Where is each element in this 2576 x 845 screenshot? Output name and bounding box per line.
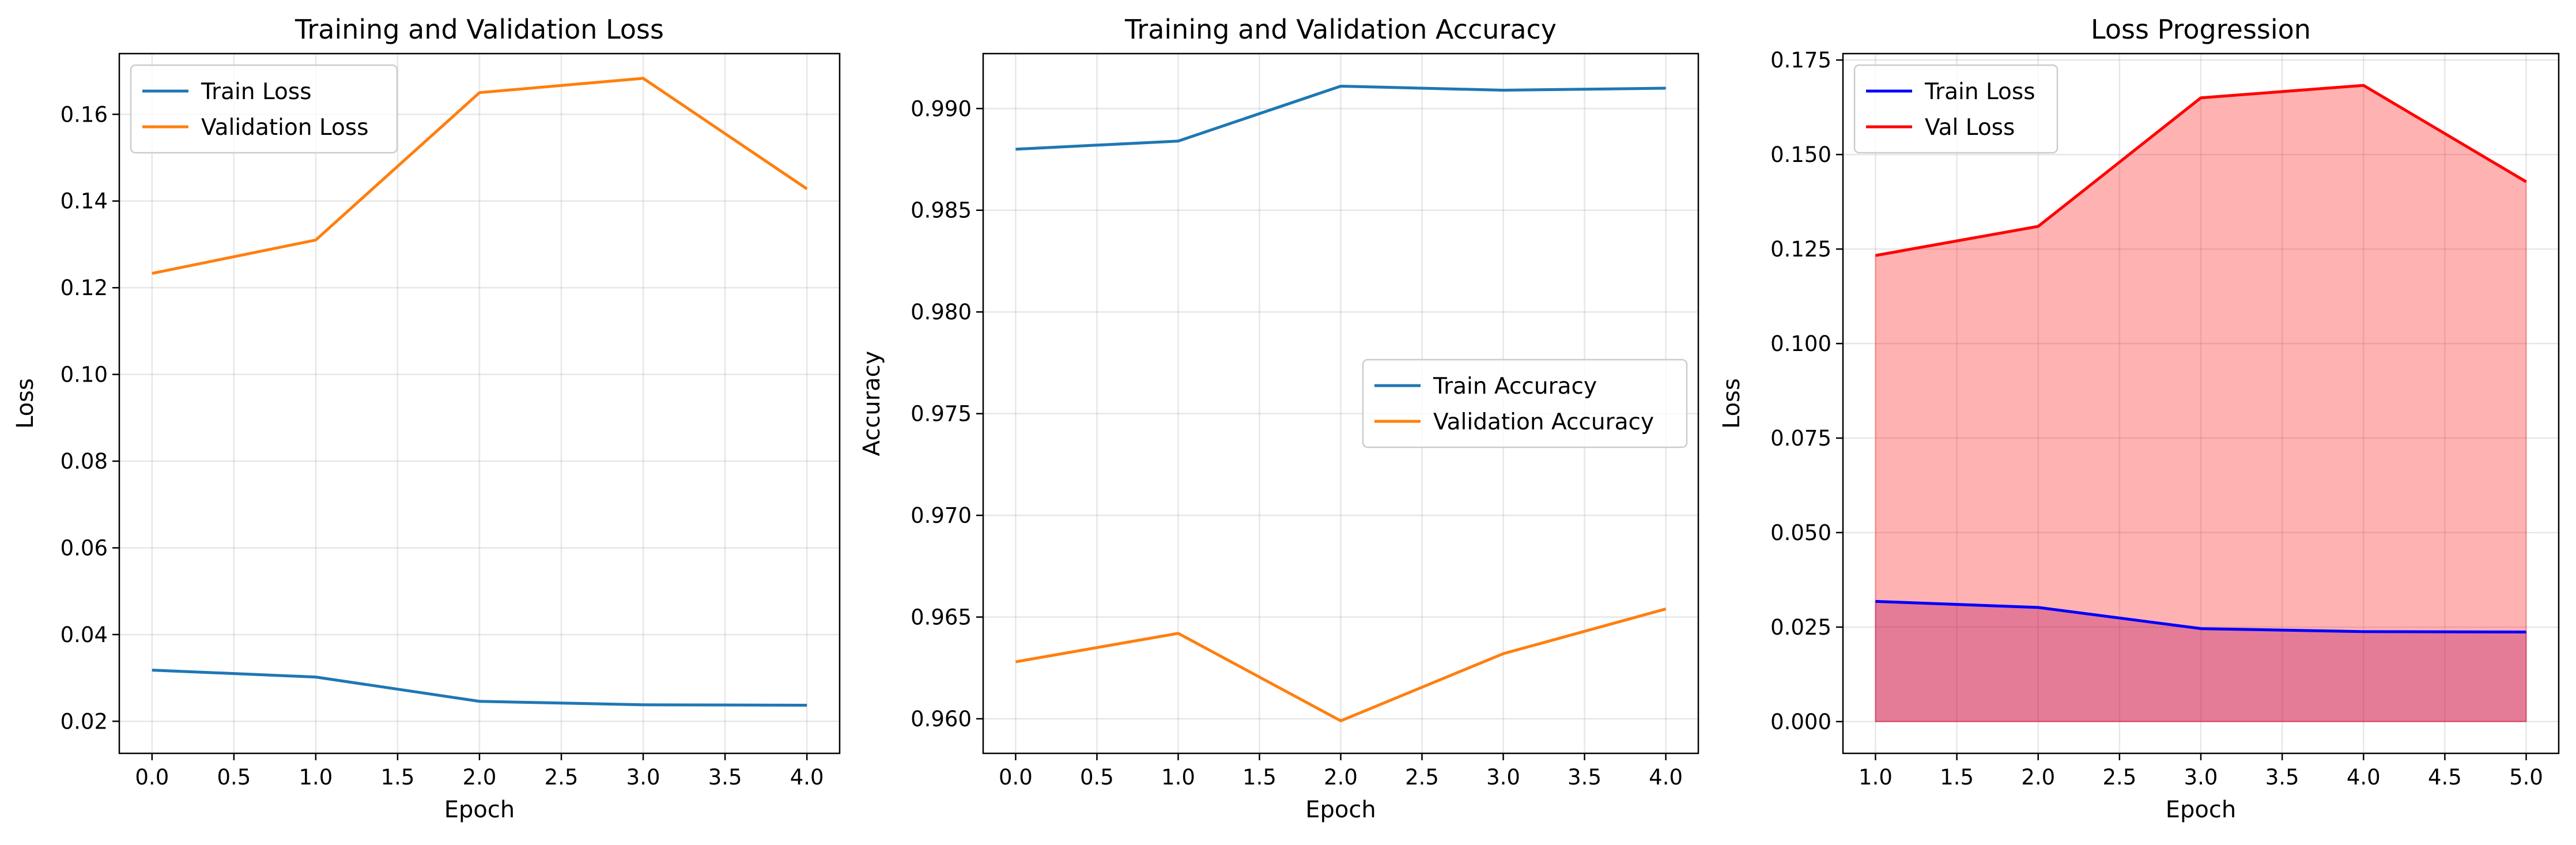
x-tick-label: 0.0 (135, 765, 169, 790)
y-tick-label: 0.12 (61, 276, 108, 300)
plot-frame (982, 52, 1699, 755)
y-tick-label: 0.08 (61, 449, 108, 474)
y-tick-label: 0.100 (1770, 331, 1831, 356)
chart-title: Training and Validation Loss (294, 14, 664, 45)
x-tick-label: 1.0 (1161, 765, 1195, 790)
y-tick-label: 0.980 (911, 300, 972, 325)
x-tick-label: 1.5 (1242, 765, 1276, 790)
y-axis-label: Loss (1718, 378, 1745, 429)
series-line-1 (1015, 84, 1666, 151)
x-axis-label: Epoch (444, 797, 515, 823)
y-tick-label: 0.14 (61, 189, 108, 214)
x-tick-label: 4.0 (2347, 765, 2381, 790)
x-tick-label: 1.5 (381, 765, 415, 790)
y-tick-label: 0.150 (1770, 142, 1831, 167)
legend-label: Train Loss (201, 79, 312, 105)
plot-frame (118, 52, 841, 755)
y-tick-label: 0.075 (1770, 426, 1831, 451)
legend-label: Train Accuracy (1433, 374, 1597, 399)
x-tick-label: 1.0 (1859, 765, 1893, 790)
legend: Train Loss Validation Loss (130, 64, 398, 154)
y-tick-label: 0.10 (61, 363, 108, 387)
x-tick-label: 0.5 (1080, 765, 1114, 790)
x-tick-label: 0.5 (217, 765, 251, 790)
y-tick-label: 0.990 (911, 96, 972, 121)
x-tick-label: 2.5 (545, 765, 579, 790)
y-tick-label: 0.02 (61, 709, 108, 734)
y-tick-label: 0.025 (1770, 615, 1831, 640)
series-line-2 (1875, 84, 2527, 257)
y-tick-label: 0.985 (911, 198, 972, 223)
legend-label: Train Loss (1924, 79, 2035, 105)
y-tick-label: 0.050 (1770, 520, 1831, 545)
y-tick-label: 0.16 (61, 102, 108, 127)
x-tick-label: 3.0 (626, 765, 660, 790)
x-tick-label: 4.0 (1649, 765, 1683, 790)
chart-title: Training and Validation Accuracy (1124, 14, 1557, 45)
y-tick-label: 0.975 (911, 402, 972, 427)
legend-label: Validation Accuracy (1433, 409, 1654, 435)
legend-label: Val Loss (1925, 115, 2015, 141)
x-tick-label: 1.5 (1940, 765, 1974, 790)
area-fill-2 (1875, 85, 2527, 722)
x-axis-label: Epoch (1305, 797, 1376, 823)
y-tick-label: 0.125 (1770, 237, 1831, 262)
x-tick-label: 2.5 (1405, 765, 1439, 790)
legend: Train Accuracy Validation Accuracy (1362, 359, 1688, 448)
x-tick-label: 2.0 (463, 765, 497, 790)
x-tick-label: 2.0 (2021, 765, 2055, 790)
x-tick-label: 1.0 (299, 765, 333, 790)
y-tick-label: 0.175 (1770, 48, 1831, 73)
y-tick-label: 0.06 (61, 535, 108, 560)
plot-frame (1842, 52, 2560, 755)
chart-title: Loss Progression (2091, 14, 2311, 45)
x-tick-label: 3.5 (708, 765, 742, 790)
x-axis-label: Epoch (2166, 797, 2236, 823)
legend-box (130, 64, 398, 154)
x-tick-label: 3.5 (2265, 765, 2299, 790)
y-tick-label: 0.04 (61, 623, 108, 647)
y-tick-label: 0.970 (911, 503, 972, 528)
y-axis-label: Accuracy (859, 351, 885, 457)
x-tick-label: 2.0 (1324, 765, 1358, 790)
y-tick-label: 0.960 (911, 707, 972, 731)
x-tick-label: 3.0 (1486, 765, 1520, 790)
series-line-2 (152, 77, 808, 275)
x-tick-label: 4.0 (790, 765, 824, 790)
chart-panel-3: 1.0 1.5 2.0 2.5 3.0 3.5 4.0 4.5 5.0 0.000 0.025 0.0… (1718, 14, 2560, 823)
legend-box (1362, 359, 1688, 448)
x-tick-label: 0.0 (999, 765, 1033, 790)
chart-panel-1: 0.0 0.5 1.0 1.5 2.0 2.5 3.0 3.5 4.0 0.02 0.04 0.06 0… (12, 14, 841, 823)
chart-panel-2: 0.0 0.5 1.0 1.5 2.0 2.5 3.0 3.5 4.0 0.960 0.965 0.9… (859, 14, 1699, 823)
series-line-2 (1015, 608, 1667, 723)
x-tick-label: 2.5 (2102, 765, 2136, 790)
series-line-1 (152, 669, 807, 707)
x-tick-label: 4.5 (2428, 765, 2462, 790)
x-tick-label: 3.5 (1567, 765, 1601, 790)
x-tick-label: 5.0 (2509, 765, 2543, 790)
legend-label: Validation Loss (201, 115, 369, 141)
x-tick-label: 3.0 (2184, 765, 2218, 790)
y-tick-label: 0.965 (911, 605, 972, 630)
y-tick-label: 0.000 (1770, 710, 1831, 734)
legend-box (1853, 64, 2058, 154)
series-line-1 (1875, 599, 2526, 633)
legend: Train Loss Val Loss (1853, 64, 2058, 154)
y-axis-label: Loss (12, 378, 39, 429)
